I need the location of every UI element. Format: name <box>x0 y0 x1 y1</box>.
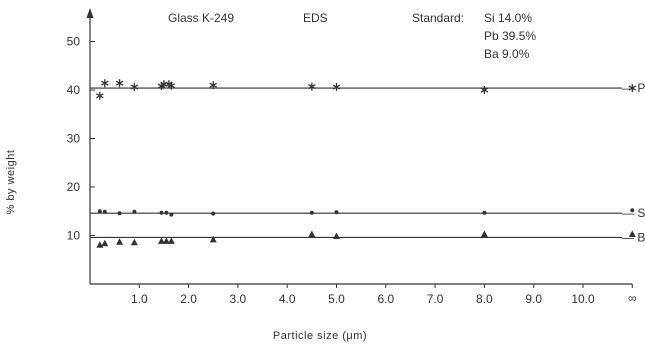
x-axis-title: Particle size (μm) <box>273 330 367 342</box>
pb-point <box>101 79 109 88</box>
si-point <box>102 209 107 214</box>
ba-point <box>116 238 124 245</box>
pb-point <box>209 81 218 90</box>
axes <box>86 8 633 288</box>
ba-point <box>628 230 636 238</box>
pb-point <box>167 81 176 90</box>
y-tick-label: 40 <box>67 83 81 97</box>
series-label-ba: — Ba <box>622 230 645 244</box>
chart-title: Glass K-249 <box>168 11 234 25</box>
pb-point <box>115 79 124 88</box>
si-point <box>334 210 339 215</box>
reference-lines: — Pb— Si— Ba <box>90 81 645 244</box>
y-axis-title: % by weight <box>5 150 17 215</box>
x-tick-label: 5.0 <box>328 292 345 306</box>
x-tick-label: 1.0 <box>131 292 148 306</box>
x-tick-label: 4.0 <box>279 292 296 306</box>
series-label-si: — Si <box>622 206 645 220</box>
si-point <box>309 210 314 215</box>
ba-point <box>333 232 340 239</box>
tick-labels: 1.0 2.0 3.0 4.0 5.0 6.0 7.0 8.0 9.0 10.0 ∞ 10 20 30 40… <box>67 35 637 307</box>
x-tick-label: 10.0 <box>571 292 595 306</box>
si-point <box>159 210 164 215</box>
y-tick-label: 10 <box>67 229 81 243</box>
y-tick-label: 30 <box>67 132 81 146</box>
pb-point <box>96 91 104 100</box>
x-tick-label: ∞ <box>628 291 637 305</box>
pb-point <box>628 84 637 93</box>
pb-point <box>332 83 341 92</box>
method-label: EDS <box>303 11 328 25</box>
ba-point <box>157 237 165 244</box>
ba-point <box>308 230 316 238</box>
standard-ba: Ba 9.0% <box>484 47 530 61</box>
x-tick-label: 9.0 <box>525 292 542 306</box>
x-tick-label: 7.0 <box>427 292 444 306</box>
standard-label: Standard: <box>412 11 464 25</box>
y-tick-label: 50 <box>67 35 81 49</box>
si-point <box>132 209 137 214</box>
y-tick-label: 20 <box>67 180 81 194</box>
standard-pb: Pb 39.5% <box>484 29 536 43</box>
si-point <box>211 211 216 216</box>
ba-point <box>209 235 217 243</box>
ba-point <box>167 237 175 244</box>
pb-point <box>480 86 489 94</box>
ba-point <box>130 238 138 246</box>
si-point <box>97 209 102 214</box>
si-point <box>169 212 174 217</box>
ba-point <box>101 239 109 247</box>
x-tick-label: 6.0 <box>377 292 394 306</box>
x-tick-label: 3.0 <box>230 292 247 306</box>
x-tick-label: 8.0 <box>476 292 493 306</box>
x-tick-label: 2.0 <box>180 292 197 306</box>
ba-point <box>162 237 170 244</box>
pb-point <box>308 82 316 91</box>
si-point <box>482 210 487 215</box>
data-points <box>96 79 637 248</box>
standard-si: Si 14.0% <box>484 11 532 25</box>
si-point <box>164 210 169 215</box>
si-point <box>630 208 635 213</box>
ba-point <box>480 230 488 238</box>
si-point <box>117 211 122 216</box>
pb-point <box>130 83 139 92</box>
y-axis-arrow <box>86 8 94 18</box>
